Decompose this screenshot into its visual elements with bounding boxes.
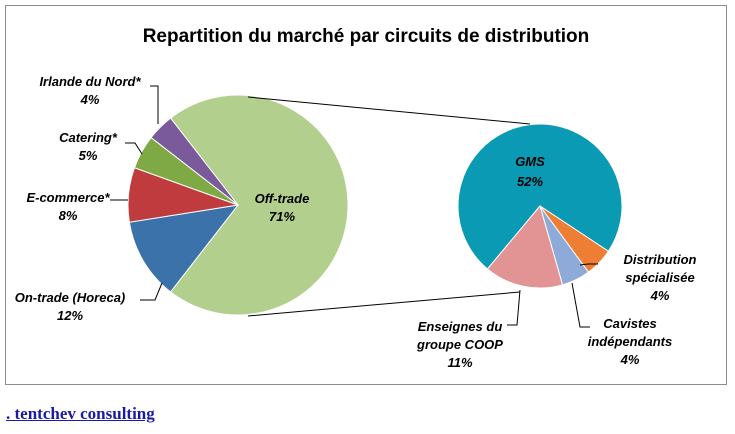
label-enseignes-value: 11% [447,355,472,370]
slice-on-trade-horeca [128,204,240,293]
slice-off-trade [169,94,349,316]
label-enseignes-line2: groupe COOP [416,337,503,352]
label-catering-value: 5% [79,148,98,163]
slice-irlande-du-nord [150,117,239,206]
leader-catering [125,142,143,155]
label-cavistes-line1: Cavistes [603,316,656,331]
leader-on-trade [140,282,163,301]
label-catering-name: Catering* [59,130,118,145]
label-on-trade-value: 12% [57,308,83,323]
label-ecommerce-name: E-commerce* [26,190,110,205]
slice-enseignes-du-groupe-coop [486,204,564,289]
leader-cavistes [571,282,590,328]
connector-top [247,96,531,125]
label-ecommerce-value: 8% [59,208,78,223]
label-distribution-line1: Distribution [624,252,697,267]
label-cavistes-line2: indépendants [588,334,673,349]
label-off-trade-value: 71% [269,209,295,224]
leader-enseignes [507,289,521,326]
label-distribution-value: 4% [650,288,670,303]
label-gms-value: 52% [517,174,543,189]
tentchev-consulting-link[interactable]: . tentchev consulting [6,404,155,423]
connector-bottom [247,291,521,317]
leader-irlande [150,85,159,124]
label-cavistes-value: 4% [620,352,640,367]
label-irlande-name: Irlande du Nord* [39,74,141,89]
label-enseignes-line1: Enseignes du [418,319,503,334]
chart-frame [5,5,727,385]
label-off-trade-name: Off-trade [255,191,310,206]
leader-distribution [579,263,598,266]
label-on-trade-name: On-trade (Horeca) [15,290,126,305]
label-gms-name: GMS [515,154,545,169]
label-distribution-line2: spécialisée [625,270,694,285]
label-irlande-value: 4% [80,92,100,107]
chart-title: Repartition du marché par circuits de di… [143,26,590,47]
